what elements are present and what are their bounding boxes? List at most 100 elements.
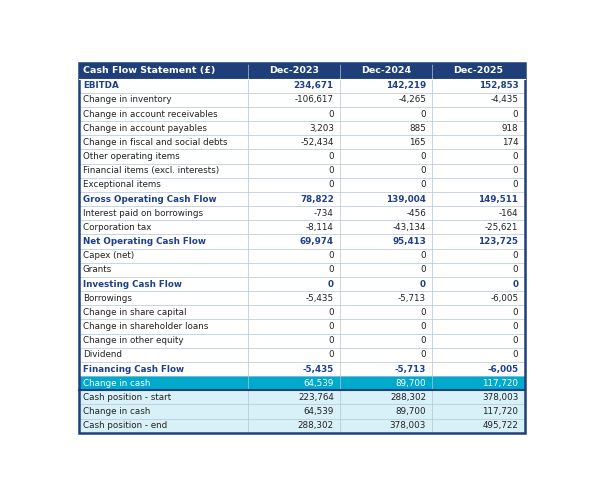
Bar xyxy=(79,277,524,291)
Text: 139,004: 139,004 xyxy=(386,194,426,203)
Text: 3,203: 3,203 xyxy=(309,124,334,133)
Bar xyxy=(79,263,524,277)
Bar xyxy=(79,107,524,121)
Bar xyxy=(79,376,524,390)
Text: 174: 174 xyxy=(502,138,518,147)
Text: 117,720: 117,720 xyxy=(482,407,518,416)
Text: 0: 0 xyxy=(328,350,334,359)
Text: 78,822: 78,822 xyxy=(300,194,334,203)
Text: 0: 0 xyxy=(328,251,334,260)
Bar xyxy=(79,206,524,220)
Text: 0: 0 xyxy=(512,180,518,189)
Text: Financing Cash Flow: Financing Cash Flow xyxy=(83,365,184,374)
Text: Change in share capital: Change in share capital xyxy=(83,308,186,317)
Text: Change in cash: Change in cash xyxy=(83,407,150,416)
Text: 0: 0 xyxy=(512,350,518,359)
Bar xyxy=(79,334,524,348)
Text: 918: 918 xyxy=(502,124,518,133)
Text: EBITDA: EBITDA xyxy=(83,81,119,90)
Text: Grants: Grants xyxy=(83,266,112,275)
Text: Change in account payables: Change in account payables xyxy=(83,124,207,133)
Text: Investing Cash Flow: Investing Cash Flow xyxy=(83,280,182,289)
Text: 0: 0 xyxy=(421,180,426,189)
Text: -25,621: -25,621 xyxy=(485,223,518,232)
Text: 0: 0 xyxy=(421,350,426,359)
Text: 0: 0 xyxy=(421,322,426,331)
Text: 149,511: 149,511 xyxy=(478,194,518,203)
Text: 123,725: 123,725 xyxy=(478,237,518,246)
Text: Change in other equity: Change in other equity xyxy=(83,336,183,345)
Text: 0: 0 xyxy=(328,336,334,345)
Text: 0: 0 xyxy=(328,110,334,119)
Bar xyxy=(79,220,524,234)
Text: 0: 0 xyxy=(328,280,334,289)
Text: 885: 885 xyxy=(409,124,426,133)
Bar xyxy=(79,348,524,362)
Text: 69,974: 69,974 xyxy=(300,237,334,246)
Text: -6,005: -6,005 xyxy=(490,294,518,303)
Text: Cash Flow Statement (£): Cash Flow Statement (£) xyxy=(83,67,215,75)
Bar xyxy=(79,320,524,334)
Text: 0: 0 xyxy=(421,266,426,275)
Text: 288,302: 288,302 xyxy=(298,421,334,430)
Text: 0: 0 xyxy=(512,251,518,260)
Text: -164: -164 xyxy=(499,209,518,218)
Bar xyxy=(79,164,524,178)
Bar xyxy=(79,362,524,376)
Bar xyxy=(79,192,524,206)
Text: -5,435: -5,435 xyxy=(306,294,334,303)
Text: Dec-2023: Dec-2023 xyxy=(269,67,319,75)
Text: Exceptional items: Exceptional items xyxy=(83,180,161,189)
Text: Change in shareholder loans: Change in shareholder loans xyxy=(83,322,208,331)
Text: 0: 0 xyxy=(421,251,426,260)
Bar xyxy=(79,93,524,107)
Text: 165: 165 xyxy=(409,138,426,147)
Bar xyxy=(79,248,524,263)
Bar xyxy=(79,234,524,248)
Text: -4,435: -4,435 xyxy=(490,95,518,104)
Text: 0: 0 xyxy=(421,308,426,317)
Text: Change in account receivables: Change in account receivables xyxy=(83,110,217,119)
Text: 0: 0 xyxy=(421,110,426,119)
Text: -43,134: -43,134 xyxy=(392,223,426,232)
Text: Change in fiscal and social debts: Change in fiscal and social debts xyxy=(83,138,227,147)
Text: -5,713: -5,713 xyxy=(398,294,426,303)
Text: Financial items (excl. interests): Financial items (excl. interests) xyxy=(83,166,219,175)
Text: Change in inventory: Change in inventory xyxy=(83,95,171,104)
Text: Capex (net): Capex (net) xyxy=(83,251,134,260)
Bar xyxy=(79,135,524,149)
Text: 142,219: 142,219 xyxy=(386,81,426,90)
Text: -4,265: -4,265 xyxy=(398,95,426,104)
Bar xyxy=(79,149,524,164)
Text: -456: -456 xyxy=(406,209,426,218)
Text: 89,700: 89,700 xyxy=(395,379,426,388)
Text: 234,671: 234,671 xyxy=(294,81,334,90)
Bar xyxy=(79,178,524,192)
Text: 89,700: 89,700 xyxy=(395,407,426,416)
Text: 0: 0 xyxy=(512,322,518,331)
Text: 0: 0 xyxy=(328,152,334,161)
Text: 0: 0 xyxy=(512,110,518,119)
Text: 223,764: 223,764 xyxy=(298,393,334,402)
Text: 378,003: 378,003 xyxy=(390,421,426,430)
Text: -734: -734 xyxy=(314,209,334,218)
Text: Corporation tax: Corporation tax xyxy=(83,223,151,232)
Text: Cash position - start: Cash position - start xyxy=(83,393,171,402)
Bar xyxy=(79,305,524,320)
Text: 288,302: 288,302 xyxy=(390,393,426,402)
Text: 0: 0 xyxy=(328,166,334,175)
Text: 152,853: 152,853 xyxy=(479,81,518,90)
Text: 0: 0 xyxy=(328,322,334,331)
Text: -6,005: -6,005 xyxy=(487,365,518,374)
Text: 495,722: 495,722 xyxy=(482,421,518,430)
Text: Change in cash: Change in cash xyxy=(83,379,150,388)
Text: 0: 0 xyxy=(421,166,426,175)
Text: 64,539: 64,539 xyxy=(304,379,334,388)
Text: -52,434: -52,434 xyxy=(301,138,334,147)
Text: Net Operating Cash Flow: Net Operating Cash Flow xyxy=(83,237,206,246)
Text: Cash position - end: Cash position - end xyxy=(83,421,167,430)
Text: Interest paid on borrowings: Interest paid on borrowings xyxy=(83,209,203,218)
Text: Dec-2024: Dec-2024 xyxy=(361,67,411,75)
Text: -106,617: -106,617 xyxy=(295,95,334,104)
Text: 0: 0 xyxy=(512,308,518,317)
